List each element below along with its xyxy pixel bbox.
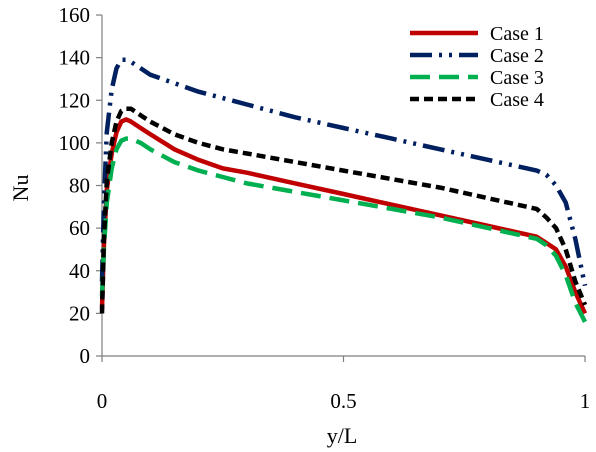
y-tick-label: 40 [69, 259, 90, 283]
y-tick-label: 80 [69, 174, 90, 198]
x-tick-label: 0 [97, 389, 108, 413]
series-line-case-1 [99, 117, 588, 315]
legend-label-case-1: Case 1 [490, 23, 544, 45]
y-tick-label: 140 [59, 46, 91, 70]
y-tick-label: 20 [69, 301, 90, 325]
axis-ticks: 0 20 40 60 80 100 120 140 160 0 0.5 1 [59, 3, 591, 413]
legend-label-case-4: Case 4 [490, 89, 544, 111]
y-tick-label: 100 [59, 131, 91, 155]
y-tick-label: 120 [59, 88, 91, 112]
series-lines [99, 57, 588, 323]
legend-label-case-2: Case 2 [490, 45, 544, 67]
series-line-case-4 [99, 106, 588, 314]
x-tick-label: 1 [580, 389, 591, 413]
y-tick-label: 0 [80, 344, 91, 368]
y-axis-title: Nu [8, 175, 33, 202]
y-tick-label: 60 [69, 216, 90, 240]
series-line-case-3 [99, 136, 588, 323]
x-axis-title: y/L [327, 423, 358, 448]
series-line-case-2 [99, 57, 588, 287]
legend-label-case-3: Case 3 [490, 67, 544, 89]
y-tick-label: 160 [59, 3, 91, 27]
x-tick-label: 0.5 [330, 389, 356, 413]
